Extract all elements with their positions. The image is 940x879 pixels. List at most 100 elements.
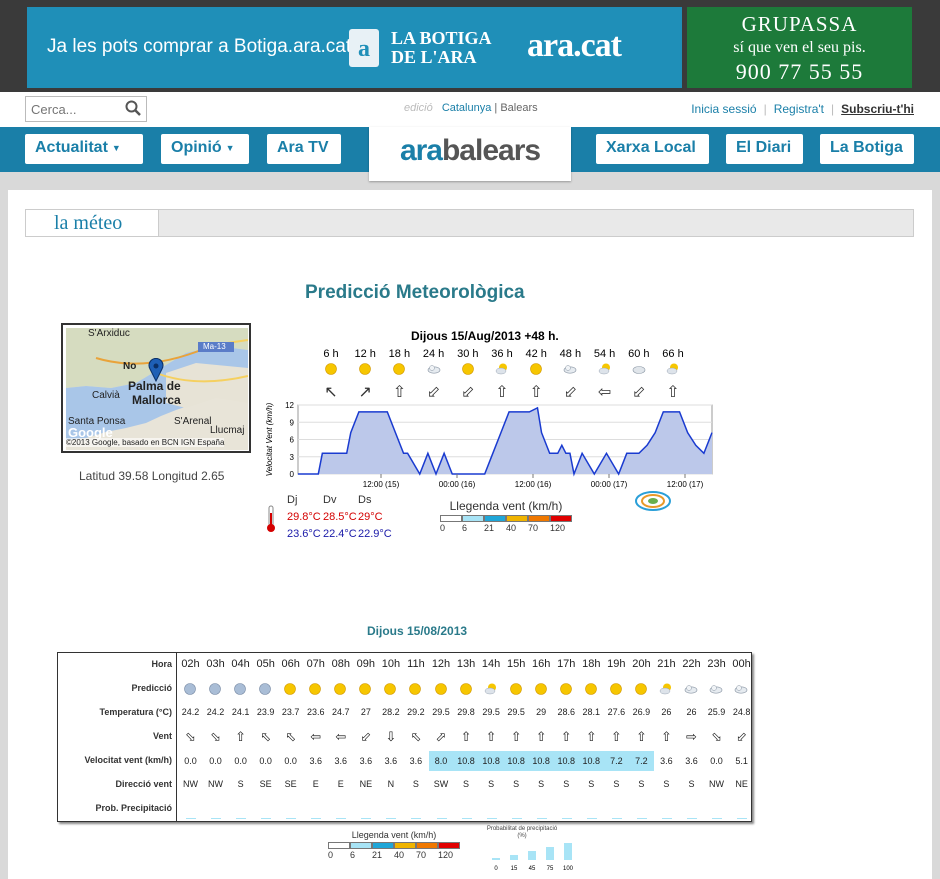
table-wind-direction: S [588,779,595,789]
precip-bar [536,818,547,819]
wind-legend-title: Llegenda vent (km/h) [449,499,563,513]
sun-icon [434,683,447,695]
precip-bar [436,818,447,819]
wind-arrow-icon: ⬁ [410,729,422,744]
wind-arrow-icon: ⬂ [711,729,722,744]
sun-icon [534,683,547,695]
table-temperature: 23.9 [256,707,275,717]
forecast-hour-label: 18 h [388,348,411,360]
table-prediction [659,682,673,701]
table-prediction [183,682,197,701]
map-copyright: ©2013 Google, basado en BCN IGN España [66,438,225,447]
map-label: Santa Ponsa [68,416,126,427]
map-city-label: Mallorca [132,393,181,407]
subscribe-link[interactable]: Subscriu-t'hi [841,102,914,116]
ad-botiga-text: Ja les pots comprar a Botiga.ara.cat [47,36,352,57]
table-wind-direction: NW [183,779,198,789]
map-road-label: Ma-13 [203,342,226,351]
table-temperature: 29 [536,707,547,717]
wind-arrow-icon: ⇨ [686,729,697,744]
table-wind-speed: 3.6 [384,756,398,766]
table-hour: 08h [331,658,350,670]
table-temperature: 29.5 [482,707,500,717]
forecast-weather [358,362,372,381]
table-temperature: 29.8 [457,707,475,717]
forecast-weather [666,362,680,381]
table-temperature: 26.9 [632,707,651,717]
precip-bar [311,818,322,819]
section-header: la méteo [25,209,914,237]
wind-legend-swatch [506,515,528,522]
table-wind-speed: 10.8 [503,751,529,771]
sun-cloud-icon [598,363,610,375]
map-view[interactable]: S'Arxiduc Ma-13 No Palma de Mallorca Cal… [66,328,248,450]
forecast-weather [324,362,338,381]
nav-opinio-label: Opinió [171,139,222,157]
table-wind-direction: NE [359,779,373,789]
wind-legend-value: 70 [416,850,427,860]
table-wind-speed: 3.6 [359,756,373,766]
wind-arrow-icon: ⬃ [563,384,578,401]
precip-bar [611,818,622,819]
forecast-hour-label: 6 h [323,348,339,360]
nav-la-botiga[interactable]: La Botiga [820,134,914,164]
wind-arrow-icon: ⬀ [435,729,447,744]
map-label: S'Arenal [174,416,212,427]
table-wind-speed: 5.1 [735,756,748,766]
table-prediction [684,682,698,701]
login-link[interactable]: Inicia sessió [691,102,757,116]
precip-bar [712,818,723,819]
search-icon[interactable] [125,100,141,121]
table-hour: 21h [657,658,676,670]
table-row-label: Predicció [131,683,172,693]
wind-arrow-icon: ⇧ [485,729,497,744]
nav-actualitat[interactable]: Actualitat ▼ [25,134,143,164]
ad-botiga[interactable]: Ja les pots comprar a Botiga.ara.cat a L… [27,7,682,88]
table-wind-direction: S [638,779,645,789]
table-hour: 07h [306,658,325,670]
forecast-weather [632,362,646,381]
table-temperature: 23.7 [281,707,300,717]
sun-icon [384,683,397,695]
nav-ara-tv[interactable]: Ara TV [267,134,341,164]
forecast-hour-label: 12 h [354,348,376,360]
wind-legend-value: 120 [438,850,454,860]
table-wind-direction: SE [259,779,272,789]
table-wind-direction: S [613,779,620,789]
table-wind-direction: S [538,779,545,789]
nav-xarxa-local[interactable]: Xarxa Local [596,134,709,164]
site-logo[interactable]: arabalears [369,127,571,181]
temp-max: 29°C [358,511,383,523]
search-box [25,96,147,122]
edition-balears-link[interactable]: Balears [500,102,538,114]
wind-arrow-icon: ⇦ [335,729,347,744]
table-prediction [534,682,548,701]
edition-catalunya-link[interactable]: Catalunya [441,102,492,114]
page-title: Predicció Meteorològica [305,282,525,303]
table-row-label: Direcció vent [115,779,172,789]
x-tick-label: 00:00 (17) [591,480,628,489]
table-prediction [584,682,598,701]
wind-legend-swatch [394,842,416,849]
y-axis-label: Velocitat Vent (km/h) [265,402,274,476]
temp-max: 29.8°C [287,511,321,523]
sun-icon [325,363,337,375]
nav-el-diari[interactable]: El Diari [726,134,803,164]
wind-legend-value: 6 [350,850,356,860]
register-link[interactable]: Registra't [773,102,825,116]
ad-grupassa[interactable]: GRUPASSA sí que ven el seu pis. 900 77 5… [687,7,912,88]
precip-bar [486,818,497,819]
wind-legend-swatch [350,842,372,849]
sun-icon [530,363,542,375]
search-input[interactable] [26,97,118,121]
ad-botiga-brand: ara.cat [527,27,622,64]
precip-legend-bar [564,843,572,860]
location-map[interactable]: S'Arxiduc Ma-13 No Palma de Mallorca Cal… [61,323,251,453]
precip-bar [737,818,748,819]
wind-arrow-icon: ⇧ [535,729,547,744]
top-banner: Ja les pots comprar a Botiga.ara.cat a L… [0,0,940,92]
forecast-weather [563,362,577,381]
sun-icon [584,683,597,695]
map-pin-icon [148,357,164,387]
nav-opinio[interactable]: Opinió ▼ [161,134,249,164]
